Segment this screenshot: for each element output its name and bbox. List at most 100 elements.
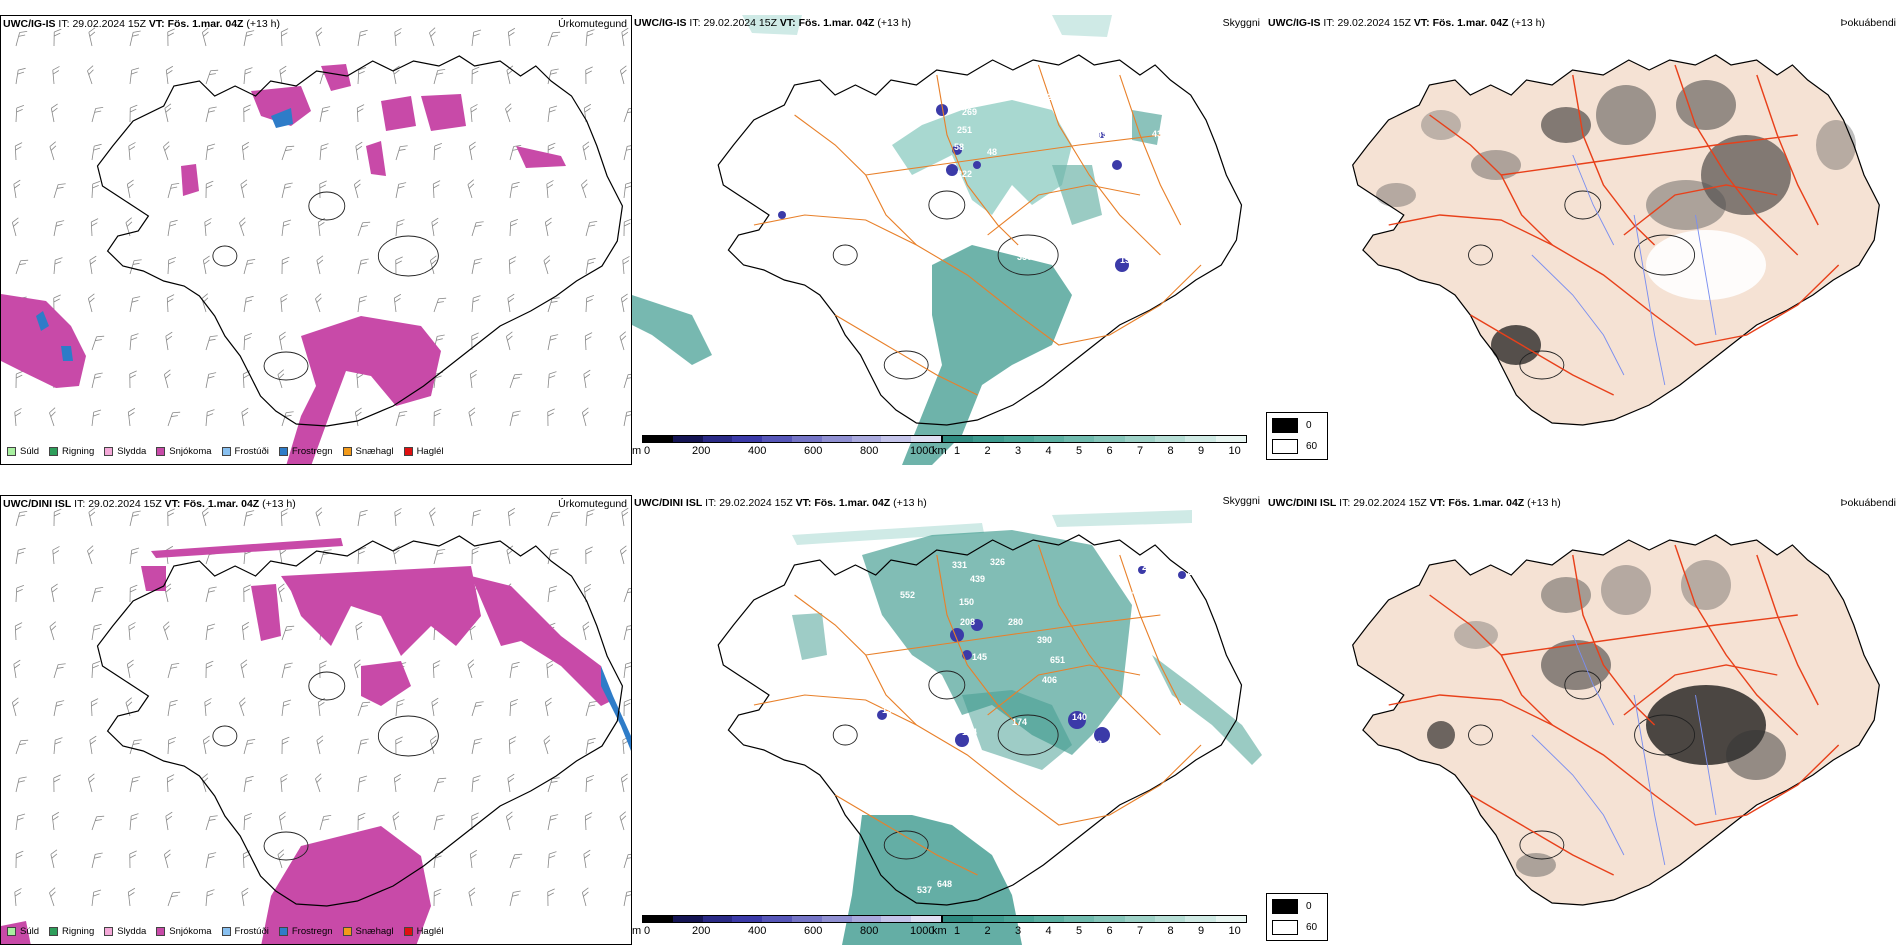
lead-time: (+13 h) [246, 18, 280, 30]
visibility-value-label: 43 [1152, 129, 1162, 139]
visibility-value-label: 326 [990, 557, 1005, 567]
legend-item: Frostregn [278, 926, 333, 937]
visibility-value-label: 580 [1092, 112, 1107, 122]
visibility-value-label: 164 [962, 727, 977, 737]
legend-item: Súld [7, 926, 39, 937]
it-value: 29.02.2024 15Z [1353, 497, 1427, 509]
scale-tick: 1 [954, 925, 961, 937]
visibility-value-label: 170 [1117, 729, 1132, 739]
scale-tick: 2 [984, 445, 991, 457]
iceland-land-fill [1352, 535, 1880, 905]
vt-label: VT: [148, 18, 165, 30]
visibility-labels: 269 1493 927 251 580 48 49 32 43 58 222 155 350 [954, 89, 1162, 265]
panel-header: UWC/DINI ISL IT: 29.02.2024 15Z VT: Fös.… [3, 498, 296, 510]
snow-areas [1, 64, 566, 464]
legend-label: Frostregn [291, 926, 333, 937]
legend-swatch [156, 927, 166, 936]
panel-title: Úrkomutegund [558, 498, 627, 510]
vt-label: VT: [164, 498, 181, 510]
scale-tick: 8 [1167, 445, 1174, 457]
scale-unit: m [632, 445, 642, 457]
scale-tick: 1000 [910, 925, 935, 937]
legend-item: Rigning [49, 926, 94, 937]
sky-legend-box-top: 0 60 [1266, 412, 1328, 460]
lead-time: (+13 h) [1527, 497, 1561, 509]
visibility-shading [632, 15, 1162, 465]
visibility-value-label: 58 [954, 142, 964, 152]
visibility-colorbar-km: km 1 2 3 4 5 6 7 8 9 10 [932, 435, 1262, 465]
it-label: IT: [58, 18, 70, 30]
legend-label: Snjókoma [169, 446, 212, 457]
visibility-value-label: 269 [962, 107, 977, 117]
wind-barbs [11, 27, 631, 427]
legend-item: Frostúði [221, 926, 269, 937]
visibility-value-label: 29 [1142, 562, 1152, 572]
legend-item: Frostregn [278, 446, 333, 457]
precip-legend: Súld Rigning Slydda Snjókoma Frostúði Frostre… [7, 926, 444, 937]
visibility-value-label: 222 [957, 169, 972, 179]
visibility-value-label: 49 [1097, 129, 1107, 139]
visibility-value-label: 32 [1102, 145, 1112, 155]
panel-header: UWC/IG-IS IT: 29.02.2024 15Z VT: Fös. 1.… [3, 18, 280, 30]
iceland-outline [96, 55, 624, 427]
legend-item: Snæhagl [342, 446, 394, 457]
sky-legend-item: 0 [1272, 899, 1312, 914]
legend-label: Haglél [416, 926, 444, 937]
precip-panel-top: UWC/IG-IS IT: 29.02.2024 15Z VT: Fös. 1.… [0, 15, 632, 465]
visibility-value-label: 174 [1012, 717, 1027, 727]
model-label: UWC/IG-IS [1268, 17, 1321, 29]
legend-item: Frostúði [221, 446, 269, 457]
legend-swatch [403, 447, 413, 456]
scale-tick: 8 [1167, 925, 1174, 937]
sky-legend-label: 60 [1306, 922, 1318, 933]
legend-label: Slydda [117, 926, 147, 937]
road-network [753, 544, 1202, 876]
vt-value: Fös. 1.mar. 04Z [1448, 497, 1525, 509]
legend-swatch [278, 447, 288, 456]
legend-label: Frostúði [234, 926, 269, 937]
scale-tick: 600 [804, 445, 823, 457]
scale-tick: 1000 [910, 445, 935, 457]
sky-legend-box-bottom: 0 60 [1266, 893, 1328, 941]
legend-item: Haglél [403, 926, 444, 937]
river-network [1531, 154, 1717, 386]
it-label: IT: [689, 17, 701, 29]
panel-header: UWC/DINI ISL IT: 29.02.2024 15Z VT: Fös.… [1268, 497, 1561, 509]
scale-tick: 7 [1137, 445, 1144, 457]
it-value: 29.02.2024 15Z [1337, 17, 1411, 29]
lead-time: (+13 h) [1511, 17, 1545, 29]
snow-areas [1, 538, 611, 944]
iceland-outline [96, 535, 624, 907]
visibility-value-label: 45 [1132, 587, 1142, 597]
sky-legend-swatch [1272, 418, 1298, 433]
legend-swatch [49, 447, 59, 456]
scale-tick: 400 [748, 445, 767, 457]
it-label: IT: [1323, 17, 1335, 29]
it-value: 29.02.2024 15Z [719, 497, 793, 509]
iceland-outline [717, 54, 1243, 426]
road-network [753, 64, 1202, 396]
legend-item: Haglél [403, 446, 444, 457]
visibility-labels: 331 326 439 552 150 208 280 145 390 651 406 131 164 1… [882, 557, 1202, 895]
legend-swatch [7, 927, 16, 936]
scale-tick: 6 [1106, 925, 1113, 937]
legend-item: Slydda [104, 926, 146, 937]
panel-title: Skyggni [1222, 17, 1260, 29]
wind-barbs [11, 507, 631, 907]
sky-legend-swatch [1272, 899, 1298, 914]
visibility-value-label: 439 [970, 574, 985, 584]
it-label: IT: [1339, 497, 1351, 509]
freezing-rain-areas [36, 108, 293, 361]
panel-header: UWC/DINI ISL IT: 29.02.2024 15Z VT: Fös.… [634, 497, 927, 509]
model-label: UWC/DINI ISL [634, 497, 703, 509]
scale-tick: 10 [1228, 925, 1241, 937]
panel-title: Þokuábendi [1840, 17, 1896, 29]
visibility-value-label: 208 [960, 617, 975, 627]
road-network [1388, 544, 1840, 876]
vt-label: VT: [1429, 497, 1446, 509]
legend-swatch [221, 447, 231, 456]
legend-label: Haglél [416, 446, 444, 457]
fog-panel-top: UWC/IG-IS IT: 29.02.2024 15Z VT: Fös. 1.… [1266, 15, 1900, 465]
